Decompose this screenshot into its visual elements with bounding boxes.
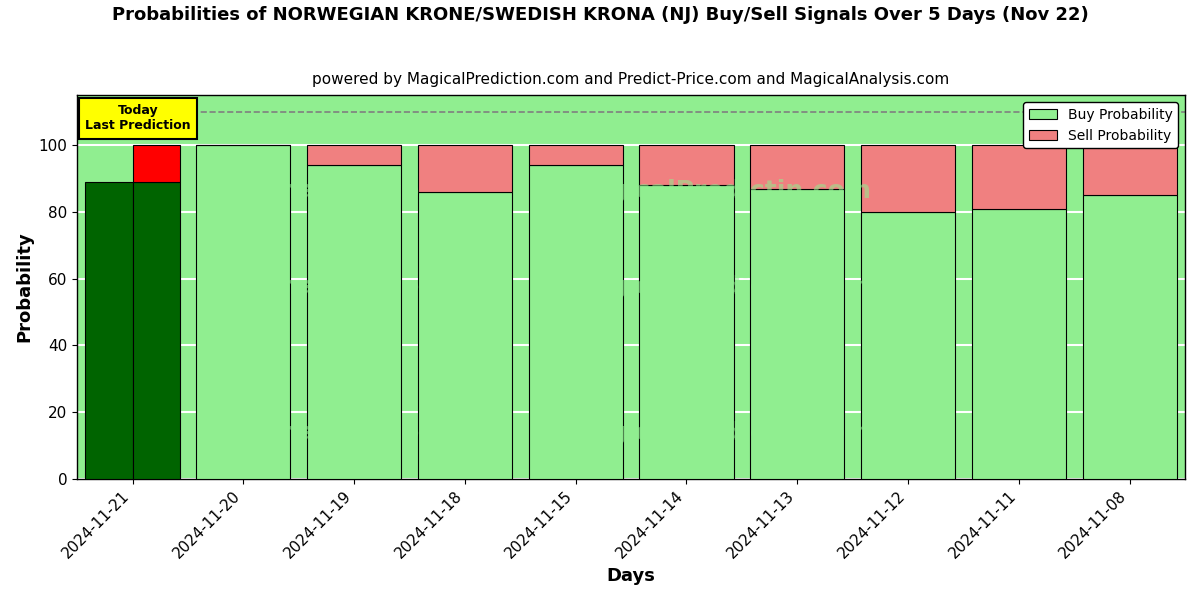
Bar: [640, 145, 733, 185]
Text: calAnalysis.co: calAnalysis.co: [221, 275, 420, 299]
Text: Probabilities of NORWEGIAN KRONE/SWEDISH KRONA (NJ) Buy/Sell Signals Over 5 Days: Probabilities of NORWEGIAN KRONE/SWEDISH…: [112, 6, 1088, 24]
Bar: [860, 212, 955, 479]
Bar: [132, 182, 180, 479]
Bar: [132, 145, 180, 182]
X-axis label: Days: Days: [607, 567, 655, 585]
Bar: [85, 182, 132, 479]
Text: Today
Last Prediction: Today Last Prediction: [85, 104, 191, 133]
Bar: [197, 145, 290, 479]
Bar: [529, 145, 623, 165]
Text: MagicalPredictin.com: MagicalPredictin.com: [568, 179, 871, 203]
Y-axis label: Probability: Probability: [14, 232, 32, 343]
Bar: [529, 165, 623, 479]
Bar: [307, 165, 401, 479]
Bar: [418, 145, 512, 192]
Bar: [418, 192, 512, 479]
Legend: Buy Probability, Sell Probability: Buy Probability, Sell Probability: [1024, 102, 1178, 148]
Text: MagicalPredictin.com: MagicalPredictin.com: [568, 421, 871, 445]
Bar: [307, 145, 401, 165]
Bar: [860, 145, 955, 212]
Text: calAnalysis.co: calAnalysis.co: [221, 421, 420, 445]
Bar: [1082, 145, 1177, 195]
Bar: [640, 185, 733, 479]
Bar: [972, 209, 1066, 479]
Bar: [750, 145, 845, 188]
Text: MagicalPredictin.com: MagicalPredictin.com: [568, 275, 871, 299]
Bar: [1082, 195, 1177, 479]
Bar: [750, 188, 845, 479]
Bar: [972, 145, 1066, 209]
Title: powered by MagicalPrediction.com and Predict-Price.com and MagicalAnalysis.com: powered by MagicalPrediction.com and Pre…: [312, 72, 949, 87]
Text: calAnalysis.co: calAnalysis.co: [221, 179, 420, 203]
